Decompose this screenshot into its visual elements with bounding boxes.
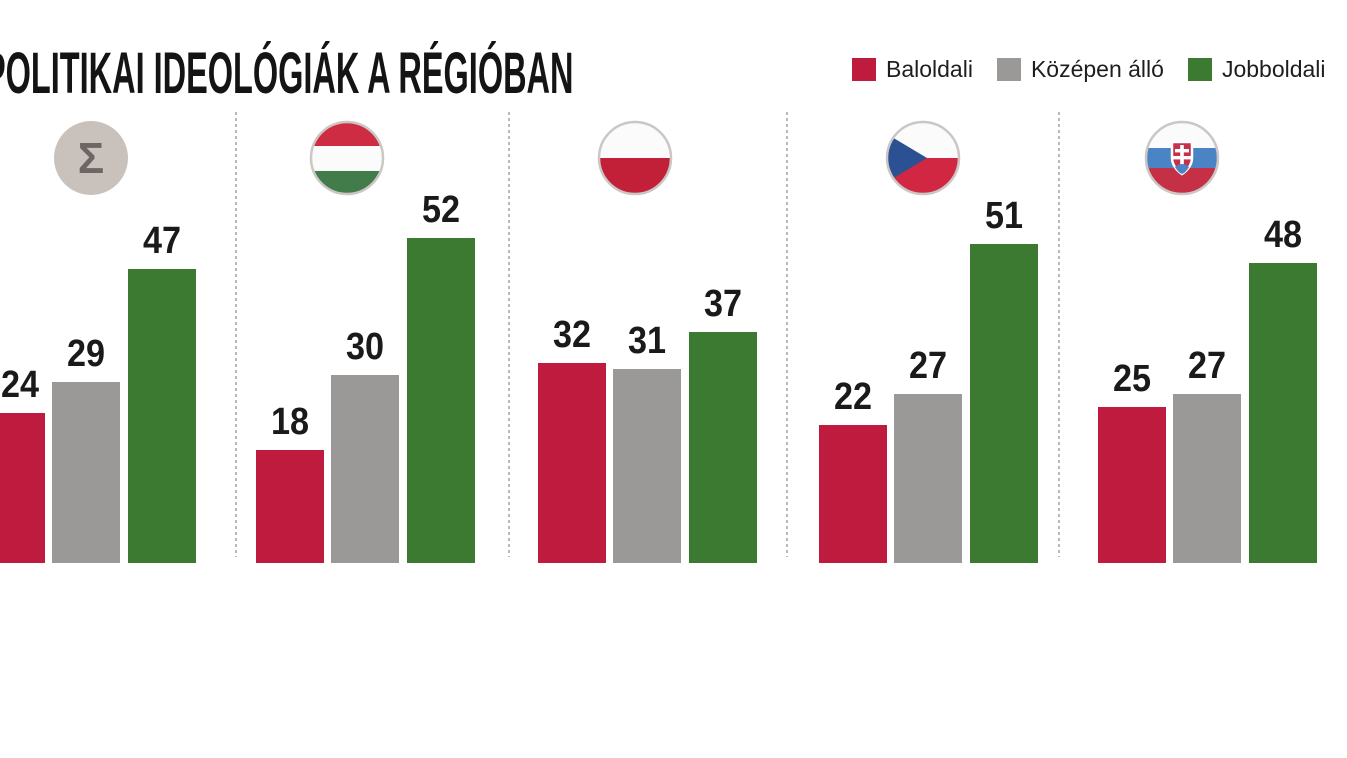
bar-value-label: 27: [909, 345, 948, 387]
bar-value-label: 27: [1188, 345, 1227, 387]
bar-total-baloldali: [0, 413, 45, 563]
group-separator-line: [1058, 112, 1060, 557]
bar-poland-jobboldali: [688, 332, 757, 563]
bar-hungary-baloldali: [256, 450, 324, 563]
bar-value-label: 29: [67, 333, 106, 375]
bar-value-label: 37: [703, 283, 742, 325]
bar-value-label: 47: [142, 220, 181, 262]
group-separator-line: [786, 112, 788, 557]
bar-poland-baloldali: [538, 363, 606, 563]
bar-value-label: 30: [346, 326, 385, 368]
hungary-flag-icon: [309, 120, 385, 201]
bar-slovakia-jobboldali: [1248, 263, 1317, 563]
bar-czechia-jobboldali: [969, 244, 1038, 563]
jobboldali-swatch-icon: [1187, 58, 1212, 81]
bar-hungary-jobboldali: [406, 238, 475, 563]
bar-value-label: 25: [1112, 358, 1152, 400]
bar-czechia-baloldali: [819, 425, 887, 563]
chart-title: POLITIKAI IDEOLÓGIÁK A RÉGIÓBAN: [0, 41, 574, 106]
bar-value-label: 48: [1263, 214, 1302, 256]
poland-flag-icon: [597, 120, 673, 201]
kozepen-allo-swatch-icon: [996, 58, 1021, 81]
bar-hungary-középen-álló: [331, 375, 400, 563]
legend-label: Baloldali: [886, 56, 973, 82]
baloldali-swatch-icon: [852, 58, 876, 81]
bar-value-label: 31: [628, 320, 667, 362]
bar-slovakia-baloldali: [1098, 407, 1166, 563]
svg-text:Σ: Σ: [78, 134, 104, 183]
bar-total-középen-álló: [52, 382, 121, 563]
legend-item-kozepen-allo: Középen álló: [996, 56, 1164, 83]
legend-item-jobboldali: Jobboldali: [1187, 56, 1326, 83]
sigma-total-icon: Σ: [53, 120, 129, 201]
slovakia-flag-icon: [1144, 120, 1220, 201]
bar-total-jobboldali: [127, 269, 196, 563]
group-separator-line: [508, 112, 510, 557]
group-separator-line: [235, 112, 237, 557]
bar-czechia-középen-álló: [894, 394, 963, 563]
bar-value-label: 51: [984, 195, 1023, 237]
legend-label: Középen álló: [1030, 56, 1164, 82]
czechia-flag-icon: [885, 120, 961, 201]
legend-item-baloldali: Baloldali: [852, 56, 973, 83]
legend: Baloldali Középen álló Jobboldali: [852, 56, 1326, 83]
bar-poland-középen-álló: [613, 369, 682, 563]
bar-value-label: 32: [552, 314, 592, 356]
bar-value-label: 18: [270, 401, 310, 443]
legend-label: Jobboldali: [1221, 56, 1326, 82]
bar-value-label: 24: [1, 364, 40, 406]
bar-slovakia-középen-álló: [1173, 394, 1242, 563]
bar-value-label: 52: [421, 189, 460, 231]
bar-value-label: 22: [833, 376, 873, 418]
